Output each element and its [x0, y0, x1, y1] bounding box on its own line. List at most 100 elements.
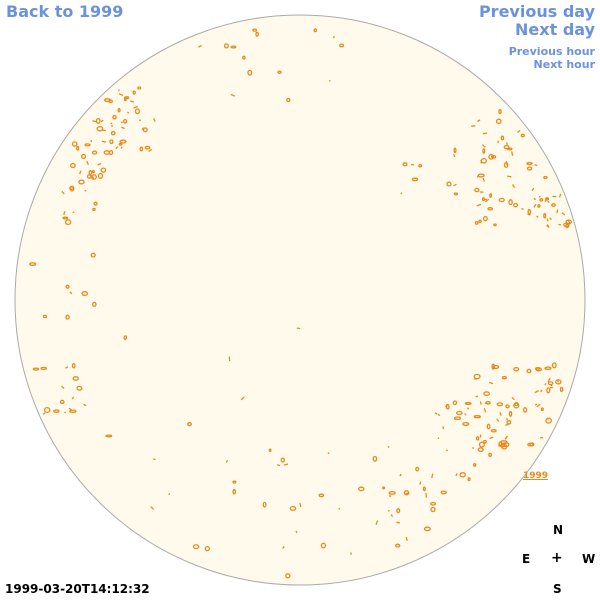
contour-mark	[81, 291, 89, 296]
contour-mark	[487, 207, 494, 211]
contour-mark	[517, 129, 521, 133]
contour-mark	[544, 382, 547, 386]
contour-mark	[120, 121, 123, 124]
contour-mark	[62, 216, 69, 220]
contour-mark	[382, 486, 386, 490]
contour-mark	[280, 457, 285, 463]
solar-disk	[14, 14, 586, 586]
contour-mark	[477, 447, 484, 452]
compass-east-label: E	[522, 552, 531, 566]
contour-mark	[144, 145, 151, 150]
contour-mark	[434, 412, 438, 415]
contour-mark	[92, 120, 97, 123]
contour-mark	[543, 175, 548, 180]
contour-mark	[540, 436, 544, 439]
contour-mark	[95, 118, 101, 124]
contour-mark	[472, 447, 475, 449]
contour-mark	[65, 314, 70, 320]
contour-mark	[415, 466, 420, 472]
contour-mark	[121, 126, 125, 130]
contour-mark	[390, 514, 394, 517]
contour-mark	[501, 376, 507, 380]
contour-mark	[446, 181, 452, 187]
contour-mark	[123, 118, 128, 124]
contour-mark	[493, 223, 497, 227]
contour-mark	[481, 197, 486, 202]
contour-mark	[134, 108, 140, 115]
contour-mark	[489, 193, 493, 198]
contour-mark	[508, 199, 513, 206]
contour-mark	[101, 129, 106, 132]
contour-mark	[482, 148, 486, 154]
previous-hour-link[interactable]: Previous hour	[508, 45, 595, 58]
contour-mark	[489, 436, 494, 440]
contour-mark	[232, 480, 237, 484]
contour-mark	[109, 139, 114, 145]
contour-mark	[96, 125, 104, 132]
contour-mark	[110, 131, 116, 136]
contour-mark	[514, 402, 519, 407]
contour-mark	[489, 381, 494, 385]
previous-day-link[interactable]: Previous day	[478, 2, 595, 21]
contour-mark	[474, 220, 479, 225]
contour-mark	[540, 407, 544, 412]
contour-mark	[100, 167, 107, 173]
contour-mark	[88, 170, 93, 176]
contour-mark	[506, 142, 508, 145]
contour-mark	[105, 434, 113, 438]
contour-mark	[431, 473, 434, 479]
contour-mark	[117, 107, 121, 113]
contour-mark	[478, 441, 485, 448]
contour-mark	[69, 409, 77, 413]
next-hour-link[interactable]: Next hour	[533, 58, 596, 71]
contour-mark	[527, 442, 534, 447]
contour-mark	[90, 174, 97, 180]
contour-mark	[68, 407, 72, 411]
contour-mark	[534, 366, 541, 371]
contour-mark	[551, 362, 557, 369]
contour-mark	[69, 186, 75, 190]
contour-mark	[296, 327, 301, 330]
contour-mark	[283, 463, 289, 466]
contour-mark	[91, 175, 95, 179]
contour-mark	[318, 493, 325, 498]
contour-mark	[486, 423, 491, 430]
contour-mark	[400, 192, 403, 195]
contour-mark	[425, 493, 428, 498]
contour-mark	[86, 160, 89, 166]
contour-mark	[123, 96, 127, 102]
contour-mark	[533, 203, 537, 208]
contour-mark	[536, 403, 541, 408]
contour-mark	[295, 530, 298, 534]
contour-mark	[498, 108, 502, 115]
contour-mark	[100, 119, 104, 123]
contour-mark	[153, 118, 156, 122]
contour-mark	[558, 223, 562, 226]
contour-mark	[477, 173, 485, 178]
contour-mark	[411, 177, 419, 182]
contour-mark	[547, 224, 550, 228]
contour-mark	[387, 445, 390, 449]
contour-mark	[453, 154, 456, 158]
year-marker-link[interactable]: 1999	[523, 471, 549, 481]
contour-mark	[526, 161, 533, 166]
contour-mark	[423, 526, 431, 532]
contour-mark	[142, 127, 148, 133]
contour-mark	[285, 573, 291, 579]
compass-west-label: W	[582, 552, 596, 566]
contour-mark	[490, 429, 497, 433]
back-to-year-link[interactable]: Back to 1999	[6, 2, 124, 21]
contour-mark	[546, 387, 551, 394]
contour-mark	[531, 187, 535, 192]
contour-mark	[511, 151, 514, 156]
contour-mark	[419, 481, 422, 485]
contour-mark	[475, 395, 479, 398]
contour-mark	[252, 28, 258, 32]
contour-mark	[268, 448, 272, 453]
contour-mark	[536, 215, 539, 218]
contour-mark	[286, 97, 291, 103]
compass-south-label: S	[553, 582, 562, 596]
contour-mark	[485, 401, 491, 405]
next-day-link[interactable]: Next day	[515, 20, 595, 39]
contour-mark	[91, 170, 95, 174]
